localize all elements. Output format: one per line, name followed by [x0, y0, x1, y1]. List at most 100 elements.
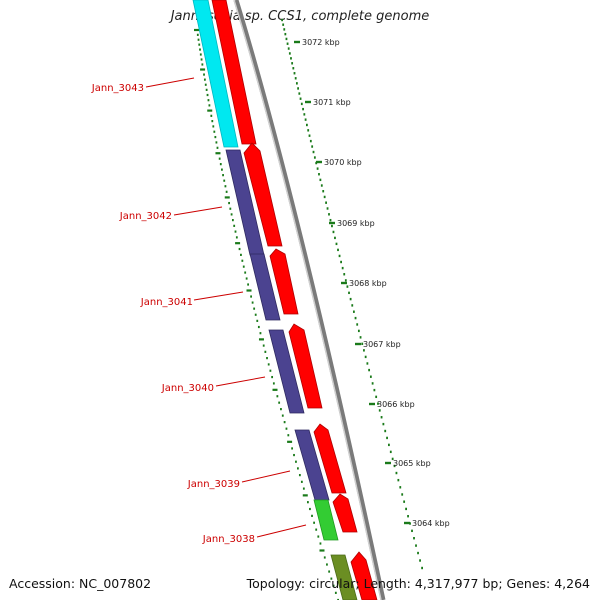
inner-ruler-dot [225, 190, 228, 193]
genome-backbone [233, 0, 386, 600]
inner-ruler-dot [298, 474, 301, 477]
leader-jann-3041 [193, 291, 244, 301]
inner-ruler-dot [205, 88, 208, 91]
label-jann-3038[interactable]: Jann_3038 [202, 534, 255, 545]
ruler-dot [287, 47, 290, 50]
inner-ruler-dot [240, 253, 242, 256]
label-jann-3043[interactable]: Jann_3043 [91, 83, 144, 94]
inner-ruler-dot [219, 163, 222, 166]
gene-jann-3043[interactable] [192, 0, 239, 148]
topology-text: Topology: circular; Length: 4,317,977 bp… [246, 576, 590, 591]
inner-ruler-dot [216, 146, 219, 149]
gene-jann-3039[interactable] [294, 429, 330, 501]
inner-ruler-dot [215, 141, 218, 144]
ruler-dot [384, 429, 387, 433]
inner-ruler-dot [253, 307, 256, 310]
label-jann-3041[interactable]: Jann_3041 [140, 297, 193, 308]
ruler-dot [308, 134, 311, 137]
inner-ruler-dot [264, 350, 267, 353]
major-tick [355, 342, 361, 346]
inner-ruler-dot [231, 219, 234, 222]
plus-gene-3[interactable] [269, 248, 299, 315]
inner-ruler-dot [309, 507, 311, 511]
ruler-dot [304, 118, 307, 121]
ruler-dot [288, 52, 291, 55]
inner-ruler-dot [256, 319, 259, 322]
inner-ruler-dot [200, 58, 203, 61]
ruler-dot [328, 213, 330, 216]
leader-jann-3042 [173, 206, 223, 216]
ruler-dot [348, 291, 350, 295]
ruler-dot [380, 416, 383, 419]
plus-gene-2[interactable] [243, 142, 283, 247]
genome-backbone-highlight [233, 0, 382, 600]
plus-gene-7[interactable] [350, 551, 378, 600]
ruler-dot [354, 316, 357, 320]
inner-ruler-dot [242, 265, 245, 268]
ruler-dot [283, 28, 286, 31]
plus-gene-4[interactable] [288, 323, 323, 409]
inner-ruler-dot [201, 63, 204, 66]
inner-ruler-dot [258, 338, 264, 341]
inner-ruler-dot [215, 152, 221, 155]
major-tick [385, 461, 391, 465]
ruler-dot [393, 464, 396, 468]
ruler-dot [282, 23, 285, 26]
inner-ruler-dot [207, 99, 210, 102]
inner-ruler-dot [197, 38, 200, 41]
gene-jann-3040[interactable] [268, 329, 305, 414]
inner-ruler-dot [234, 230, 237, 233]
inner-ruler-dot [262, 344, 265, 347]
ruler-dot [325, 201, 327, 204]
tick-label: 3067 kbp [363, 340, 401, 349]
label-jann-3042[interactable]: Jann_3042 [119, 211, 172, 222]
tick-label: 3072 kbp [302, 38, 340, 47]
inner-ruler-dot [213, 130, 216, 133]
ruler-dot [303, 113, 306, 116]
ruler-dot [332, 230, 335, 234]
gene-jann-3038[interactable] [313, 499, 339, 541]
tick-labels: 3072 kbp 3071 kbp 3070 kbp 3069 kbp 3068 kbp… [294, 38, 450, 528]
inner-ruler-dot [328, 570, 331, 573]
plus-gene-1[interactable] [211, 0, 257, 145]
tick-label: 3066 kbp [377, 400, 415, 409]
plus-gene-6[interactable] [332, 493, 358, 533]
plus-strand-genes [211, 0, 378, 600]
inner-ruler-dot [196, 33, 199, 36]
inner-ruler-dot [287, 440, 293, 443]
gene-labels: Jann_3043 Jann_3042 Jann_3041 Jann_3040 … [91, 77, 307, 545]
ruler-dot [411, 529, 413, 533]
inner-ruler-dot [247, 283, 250, 286]
ruler-dot [291, 62, 294, 65]
accession-text: Accession: NC_007802 [9, 576, 152, 591]
ruler-dot [377, 402, 379, 405]
ruler-dot [312, 150, 315, 154]
label-jann-3039[interactable]: Jann_3039 [187, 479, 240, 490]
inner-ruler-dot [245, 277, 248, 280]
inner-ruler-dot [198, 43, 201, 46]
gene-jann-3041[interactable] [249, 253, 281, 321]
ruler-dot [323, 195, 326, 199]
plus-gene-5[interactable] [313, 423, 347, 494]
ruler-dot [293, 72, 296, 75]
inner-ruler-dot [207, 109, 213, 112]
inner-ruler-dot [280, 408, 282, 411]
ruler-dot [359, 336, 362, 339]
ruler-dot [329, 218, 332, 222]
tick-label: 3070 kbp [324, 158, 362, 167]
inner-ruler-dot [330, 577, 333, 580]
inner-ruler-dot [250, 295, 252, 298]
ruler-dot [401, 493, 404, 496]
inner-ruler-dot [208, 104, 211, 107]
ruler-dot [340, 260, 342, 264]
ruler-dot [388, 443, 390, 447]
inner-ruler-dot [224, 196, 230, 199]
inner-ruler-dot [302, 487, 305, 490]
inner-ruler-dot [267, 363, 270, 366]
gene-extra[interactable] [330, 554, 358, 600]
label-jann-3040[interactable]: Jann_3040 [161, 383, 214, 394]
ruler-dot [318, 173, 320, 176]
map-title: Jannaschia sp. CCS1, complete genome [170, 9, 430, 24]
major-tick [341, 281, 347, 285]
